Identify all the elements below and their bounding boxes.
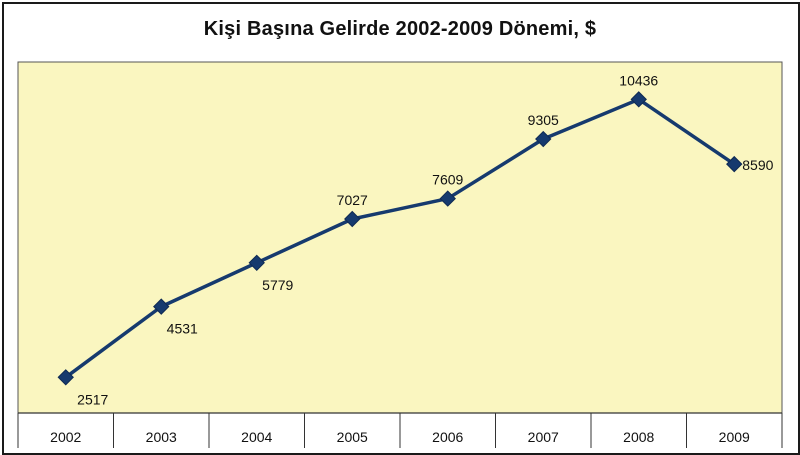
data-point-marker bbox=[57, 369, 74, 386]
data-point-marker bbox=[630, 91, 647, 108]
data-label: 10436 bbox=[619, 72, 658, 88]
data-label: 7609 bbox=[432, 172, 463, 188]
x-tick-label: 2002 bbox=[50, 429, 81, 445]
x-tick-label: 2003 bbox=[146, 429, 177, 445]
x-tick-label: 2009 bbox=[719, 429, 750, 445]
data-label: 8590 bbox=[742, 157, 773, 173]
data-label: 2517 bbox=[77, 391, 108, 407]
x-tick-label: 2004 bbox=[241, 429, 272, 445]
x-tick-label: 2006 bbox=[432, 429, 463, 445]
data-point-marker bbox=[535, 130, 552, 148]
data-label: 9305 bbox=[528, 112, 559, 128]
plot-area bbox=[17, 61, 783, 414]
x-tick-label: 2008 bbox=[623, 429, 654, 445]
series-line bbox=[64, 97, 736, 379]
data-label: 5779 bbox=[262, 277, 293, 293]
data-point-marker bbox=[248, 254, 265, 272]
chart-title: Kişi Başına Gelirde 2002-2009 Dönemi, $ bbox=[203, 18, 597, 40]
x-tick-label: 2007 bbox=[528, 429, 559, 445]
data-point-marker bbox=[726, 155, 743, 173]
data-point-marker bbox=[439, 190, 456, 207]
x-tick-label: 2005 bbox=[337, 429, 368, 445]
data-point-marker bbox=[344, 210, 361, 228]
data-point-marker bbox=[153, 298, 170, 315]
data-label: 4531 bbox=[167, 321, 198, 337]
data-label: 7027 bbox=[337, 192, 368, 208]
